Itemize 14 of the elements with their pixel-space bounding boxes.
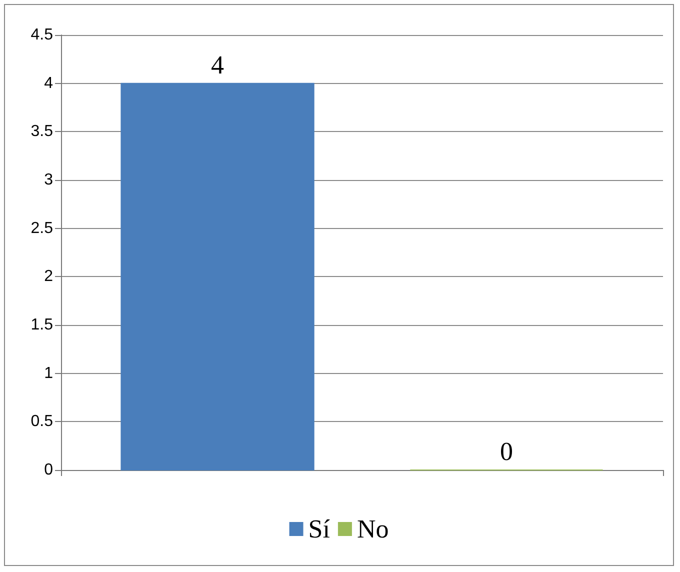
y-tick-label: 3.5: [30, 123, 54, 140]
y-tick-label: 4: [44, 74, 54, 92]
y-tick-label: 3: [44, 172, 54, 188]
y-tick-label: 0: [44, 462, 54, 478]
y-tick-label: 2.5: [30, 220, 54, 237]
y-tick-label: 0.5: [30, 413, 54, 430]
y-tick-label: 1: [44, 364, 54, 382]
legend-label: No: [356, 514, 389, 544]
data-label: 0: [500, 437, 513, 466]
y-tick-label: 1.5: [30, 316, 54, 334]
y-tick-label: 2: [44, 268, 54, 286]
data-label: 4: [211, 50, 224, 80]
legend-label: Sí: [308, 514, 330, 544]
y-tick-label: 4.5: [30, 26, 54, 44]
